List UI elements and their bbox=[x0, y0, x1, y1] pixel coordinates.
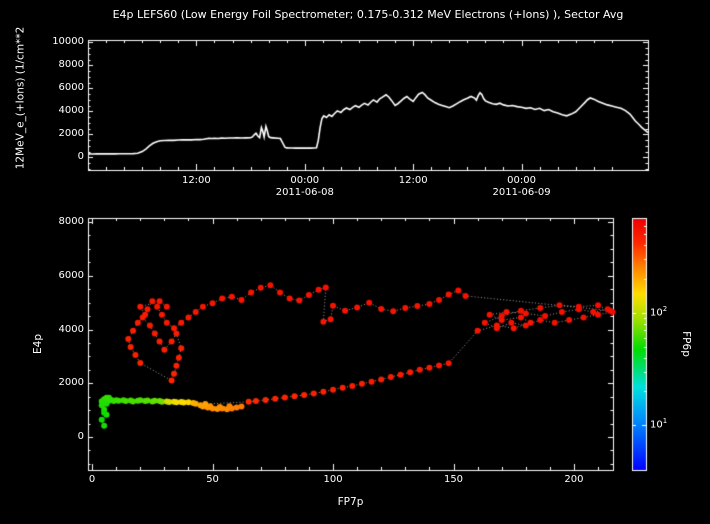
top-x-tick-label: 12:00 bbox=[398, 175, 428, 186]
top-x-tick-label: 00:00 bbox=[507, 175, 536, 186]
top-y-tick-label: 6000 bbox=[58, 82, 84, 94]
bottom-y-tick-label: 6000 bbox=[58, 269, 84, 281]
top-y-tick-label: 4000 bbox=[58, 105, 84, 117]
top-panel-ylabel: 12MeV_e_(+Ions) (1/cm**2 bbox=[14, 26, 27, 170]
bottom-panel-xlabel: FP7p bbox=[337, 496, 364, 508]
bottom-x-tick-label: 100 bbox=[323, 474, 343, 485]
top-x-date-label: 2011-06-09 bbox=[492, 187, 551, 198]
bottom-x-tick-label: 50 bbox=[206, 474, 219, 485]
top-x-tick-label: 12:00 bbox=[181, 175, 211, 186]
colorbar-label: FP6p bbox=[680, 331, 692, 357]
bottom-x-tick-label: 200 bbox=[564, 474, 584, 485]
colorbar-tick-label: 101 bbox=[650, 417, 668, 431]
bottom-x-tick-label: 150 bbox=[443, 474, 464, 485]
top-y-tick-label: 0 bbox=[77, 151, 84, 163]
bottom-y-tick-label: 0 bbox=[77, 430, 84, 442]
bottom-y-tick-label: 2000 bbox=[58, 377, 84, 389]
top-x-tick-label: 00:00 bbox=[290, 175, 320, 186]
top-y-tick-label: 2000 bbox=[58, 128, 84, 140]
colorbar-tick-label: 102 bbox=[650, 304, 668, 319]
bottom-x-tick-label: 0 bbox=[88, 474, 96, 485]
top-x-date-label: 2011-06-08 bbox=[275, 187, 334, 198]
top-y-tick-label: 10000 bbox=[52, 36, 84, 48]
bottom-y-tick-label: 4000 bbox=[58, 323, 84, 335]
bottom-y-tick-label: 8000 bbox=[58, 216, 84, 227]
chart-title: E4p LEFS60 (Low Energy Foil Spectrometer… bbox=[112, 8, 624, 21]
top-y-tick-label: 8000 bbox=[58, 59, 84, 71]
